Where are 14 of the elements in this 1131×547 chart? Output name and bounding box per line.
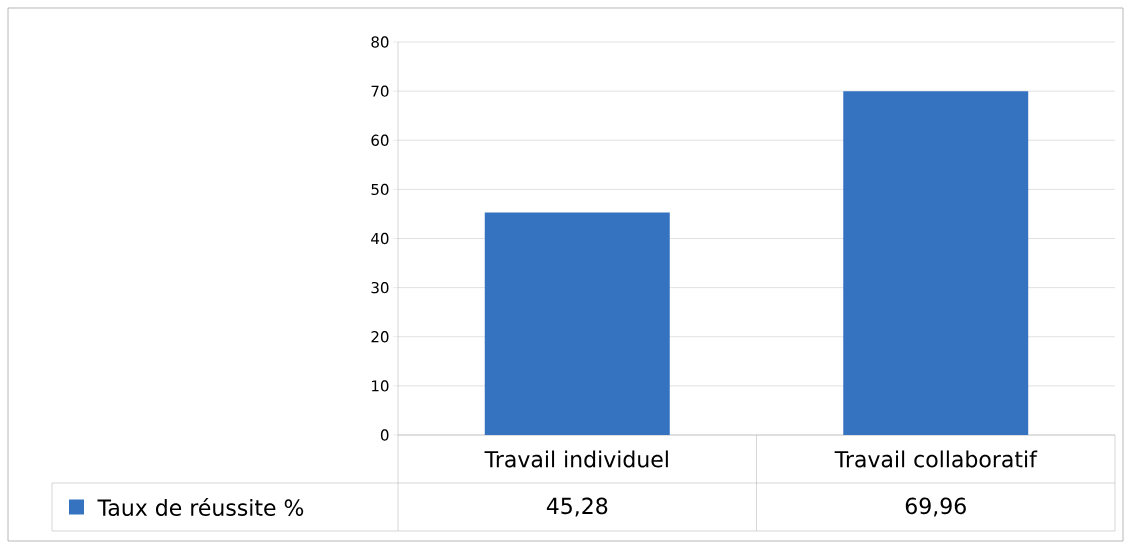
y-tick-label: 50: [371, 183, 389, 196]
x-tick-label: Travail collaboratif: [834, 450, 1038, 468]
y-tick-label: 30: [371, 281, 389, 294]
y-tick-label: 70: [371, 85, 389, 97]
x-tick-label: Travail individuel: [484, 450, 668, 468]
legend-label: Taux de réussite %: [97, 498, 304, 516]
data-label: 45,28: [546, 497, 608, 517]
data-label: 69,96: [905, 497, 966, 517]
y-tick-label: 10: [372, 380, 389, 392]
y-tick-label: 20: [371, 331, 389, 343]
y-tick-label: 80: [371, 36, 389, 48]
y-tick-label: 60: [371, 134, 389, 146]
y-tick-label: 0: [380, 429, 389, 441]
y-tick-label: 40: [371, 232, 389, 245]
